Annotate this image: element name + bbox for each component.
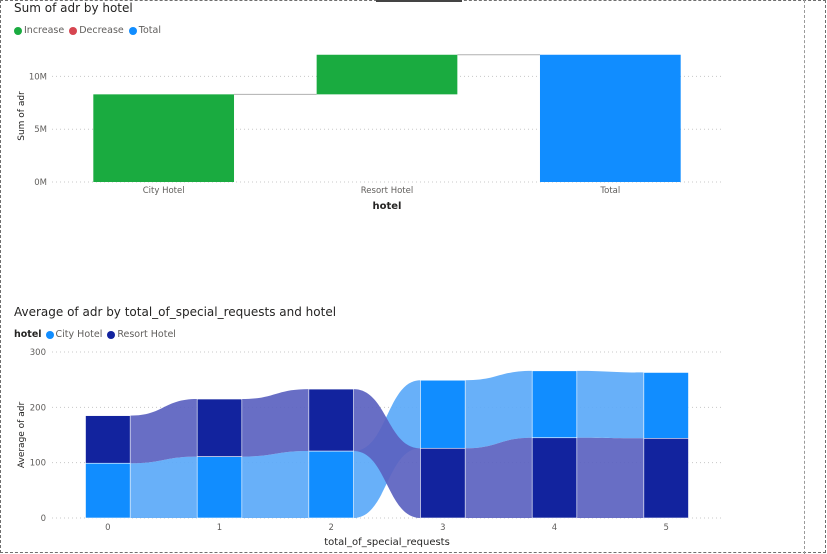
x-tick-label: 1 bbox=[217, 523, 222, 533]
ribbon-bar bbox=[643, 438, 689, 519]
x-tick-label: Resort Hotel bbox=[361, 186, 413, 196]
ribbon-bar bbox=[308, 388, 354, 452]
ribbon-band bbox=[130, 399, 198, 464]
legend-marker bbox=[128, 26, 137, 35]
legend-label: Decrease bbox=[79, 25, 124, 36]
y-tick-label: 0M bbox=[34, 178, 47, 188]
waterfall-legend: Increase Decrease Total bbox=[14, 25, 166, 36]
x-tick-label: 3 bbox=[440, 523, 445, 533]
legend-item[interactable]: Total bbox=[128, 25, 161, 36]
legend-item[interactable]: Increase bbox=[14, 25, 64, 36]
ribbon-bar bbox=[420, 379, 466, 449]
ribbon-legend: hotel City Hotel Resort Hotel bbox=[14, 329, 181, 340]
x-tick-label: 5 bbox=[663, 523, 668, 533]
legend-item[interactable]: City Hotel bbox=[45, 329, 103, 340]
legend-marker bbox=[107, 330, 116, 339]
y-tick-label: 300 bbox=[30, 348, 46, 358]
ribbon-band bbox=[465, 437, 533, 518]
x-axis-title: total_of_special_requests bbox=[324, 537, 450, 548]
ribbon-bar bbox=[531, 437, 578, 519]
legend-title: hotel bbox=[14, 329, 42, 340]
ribbon-bar bbox=[643, 372, 689, 439]
legend-label: Increase bbox=[24, 25, 65, 36]
x-axis-title: hotel bbox=[373, 201, 402, 212]
ribbon-band bbox=[241, 451, 309, 518]
ribbon-bar bbox=[196, 398, 243, 457]
y-tick-label: 100 bbox=[30, 459, 46, 469]
legend-label: City Hotel bbox=[55, 329, 103, 340]
ribbon-bar bbox=[308, 450, 354, 519]
ribbon-bar bbox=[85, 415, 131, 464]
y-tick-label: 5M bbox=[34, 125, 47, 135]
visual-drag-handle[interactable] bbox=[376, 0, 462, 2]
x-tick-label: 4 bbox=[552, 523, 557, 533]
waterfall-bar bbox=[316, 54, 458, 95]
chart-title-ribbon: Average of adr by total_of_special_reque… bbox=[14, 305, 337, 319]
legend-label: Total bbox=[138, 25, 161, 36]
legend-marker bbox=[45, 330, 54, 339]
y-tick-label: 0 bbox=[41, 514, 46, 524]
ribbon-band bbox=[241, 389, 309, 457]
waterfall-bar bbox=[539, 54, 681, 182]
legend-label: Resort Hotel bbox=[117, 329, 176, 340]
ribbon-bar bbox=[85, 462, 131, 519]
legend-marker bbox=[14, 26, 22, 35]
legend-item[interactable]: Resort Hotel bbox=[107, 329, 176, 340]
ribbon-band bbox=[465, 370, 533, 449]
x-tick-label: Total bbox=[599, 186, 620, 196]
ribbon-band bbox=[576, 370, 644, 439]
y-tick-label: 10M bbox=[29, 72, 47, 82]
legend-marker bbox=[69, 26, 78, 35]
x-tick-label: 2 bbox=[328, 523, 333, 533]
chart-title-waterfall: Sum of adr by hotel bbox=[14, 1, 133, 15]
y-tick-label: 200 bbox=[30, 403, 46, 413]
x-tick-label: 0 bbox=[105, 523, 110, 533]
y-axis-title: Average of adr bbox=[17, 402, 27, 469]
legend-item[interactable]: Decrease bbox=[69, 25, 124, 36]
ribbon-band bbox=[353, 389, 421, 518]
ribbon-band bbox=[130, 456, 198, 518]
ribbon-band bbox=[576, 437, 644, 518]
report-canvas-edge bbox=[804, 0, 805, 554]
x-tick-label: City Hotel bbox=[143, 186, 185, 196]
y-axis-title: Sum of adr bbox=[17, 91, 27, 141]
waterfall-bar bbox=[93, 94, 235, 182]
ribbon-bar bbox=[420, 447, 466, 519]
waterfall-chart: 0M 5M 10M City Hotel Resort Hotel Total hotel S… bbox=[17, 54, 722, 212]
ribbon-bar bbox=[196, 456, 243, 519]
ribbon-bar bbox=[531, 370, 578, 439]
